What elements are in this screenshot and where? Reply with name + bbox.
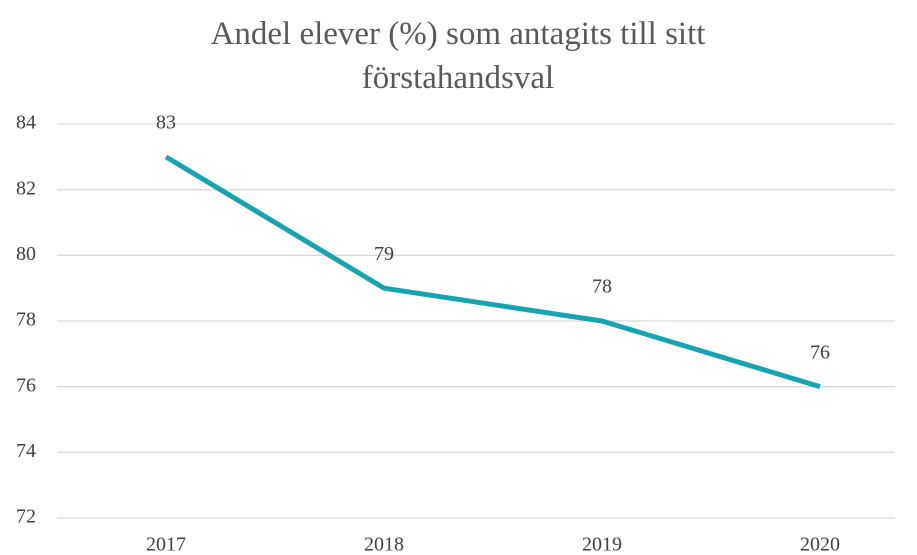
x-tick-label: 2019 <box>582 534 622 555</box>
x-tick-label: 2018 <box>364 534 404 555</box>
data-label: 76 <box>810 341 830 363</box>
x-tick-label: 2020 <box>800 534 840 555</box>
data-label: 83 <box>156 111 176 133</box>
y-tick-label: 76 <box>16 374 36 396</box>
chart-title: Andel elever (%) som antagits till sitt … <box>210 16 706 96</box>
data-label: 78 <box>592 276 612 298</box>
y-tick-label: 72 <box>16 506 36 528</box>
y-tick-label: 74 <box>16 440 36 462</box>
data-label: 79 <box>374 243 394 265</box>
y-tick-label: 80 <box>16 243 36 265</box>
y-tick-label: 82 <box>16 177 36 199</box>
x-tick-label: 2017 <box>146 534 186 555</box>
y-tick-label: 84 <box>16 112 36 134</box>
data-line <box>164 154 821 390</box>
y-tick-label: 78 <box>16 309 36 331</box>
